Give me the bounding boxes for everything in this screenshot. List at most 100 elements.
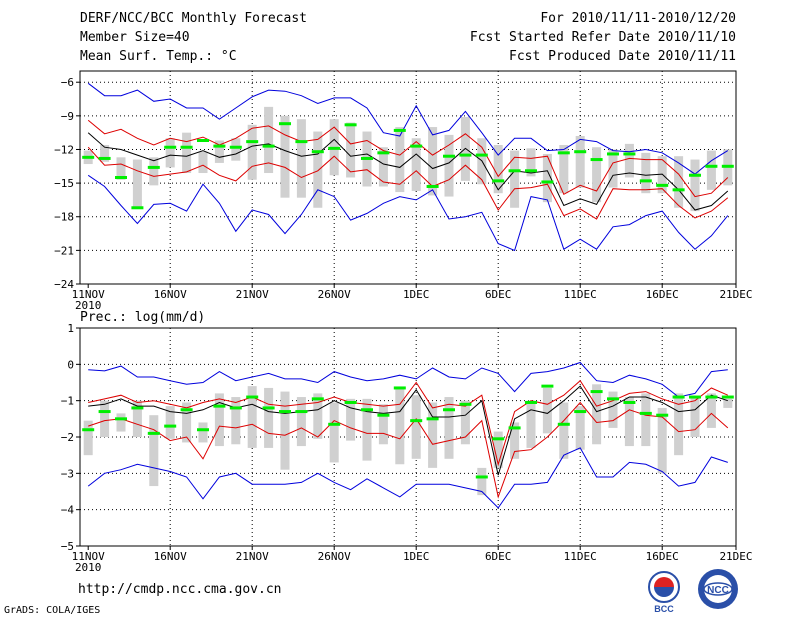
temp-min-line bbox=[87, 174, 729, 252]
temp-ytick-label: −9 bbox=[61, 110, 74, 123]
bcc-logo: BCC bbox=[648, 571, 680, 614]
prec-median-mark bbox=[377, 413, 390, 417]
temp-box bbox=[411, 138, 421, 191]
prec-median-mark bbox=[492, 437, 505, 441]
prec-median-mark bbox=[213, 404, 226, 408]
prec-median-mark bbox=[164, 424, 177, 428]
temp-median-mark bbox=[98, 156, 111, 160]
temp-median-mark bbox=[623, 152, 636, 156]
temp-xtick-label: 21DEC bbox=[719, 288, 752, 301]
temp-xtick-label: 16DEC bbox=[646, 288, 679, 301]
temp-box bbox=[378, 147, 388, 187]
prec-box bbox=[116, 413, 126, 432]
prec-median-mark bbox=[639, 411, 652, 415]
temp-median-mark bbox=[607, 152, 619, 156]
prec-box bbox=[231, 397, 241, 445]
prec-ytick-label: −5 bbox=[61, 540, 74, 553]
prec-median-mark bbox=[98, 410, 111, 414]
prec-median-mark bbox=[623, 400, 636, 404]
prec-box bbox=[132, 400, 142, 437]
temp-xtick-label: 6DEC bbox=[485, 288, 512, 301]
temp-box bbox=[444, 134, 454, 197]
temp-box bbox=[182, 132, 192, 174]
prec-box bbox=[247, 386, 257, 448]
prec-median-mark bbox=[656, 413, 669, 417]
temp-upper-sd-line bbox=[87, 119, 729, 198]
temp-median-mark bbox=[147, 165, 160, 169]
prec-box bbox=[444, 397, 454, 459]
temp-median-mark bbox=[541, 180, 554, 184]
temp-box bbox=[428, 127, 438, 196]
prec-box bbox=[674, 393, 684, 456]
prec-xtick-label: 16NOV bbox=[154, 550, 187, 563]
prec-xtick-label: 6DEC bbox=[485, 550, 512, 563]
temp-box bbox=[493, 144, 503, 194]
temp-box bbox=[100, 144, 110, 162]
temp-box bbox=[641, 152, 651, 194]
bcc-logo-text: BCC bbox=[654, 604, 674, 614]
temp-box bbox=[313, 131, 323, 208]
temp-box bbox=[559, 144, 569, 194]
temp-median-mark bbox=[590, 158, 603, 162]
temp-median-mark bbox=[393, 128, 406, 132]
temp-box bbox=[624, 143, 634, 178]
temp-box bbox=[690, 159, 700, 212]
prec-box bbox=[149, 415, 159, 487]
prec-box bbox=[526, 400, 536, 448]
prec-median-mark bbox=[705, 395, 718, 399]
prec-median-mark bbox=[525, 400, 537, 404]
ncc-logo-text: NCC bbox=[707, 585, 729, 596]
prec-median-mark bbox=[295, 410, 308, 414]
variable-label: Mean Surf. Temp.: °C bbox=[80, 49, 237, 64]
prec-xtick-label: 1DEC bbox=[403, 550, 430, 563]
prec-median-mark bbox=[328, 422, 341, 426]
temp-xtick-label: 11NOV bbox=[72, 288, 105, 301]
temp-ytick-label: −12 bbox=[54, 143, 74, 156]
prec-median-mark bbox=[443, 408, 455, 412]
prec-median-mark bbox=[115, 417, 127, 421]
temp-box bbox=[526, 148, 536, 177]
temp-box bbox=[592, 147, 602, 203]
prec-box bbox=[575, 406, 585, 450]
prec-year-label: 2010 bbox=[75, 561, 102, 574]
prec-xtick-label: 26NOV bbox=[318, 550, 351, 563]
temp-median-mark bbox=[689, 173, 701, 177]
temp-box bbox=[395, 127, 405, 193]
temp-ytick-label: −6 bbox=[61, 76, 74, 89]
prec-median-mark bbox=[262, 406, 275, 410]
prec-box bbox=[608, 391, 618, 428]
temp-xtick-label: 21NOV bbox=[236, 288, 269, 301]
prec-median-mark bbox=[361, 408, 373, 412]
prec-box bbox=[690, 397, 700, 437]
prec-median-mark bbox=[672, 395, 685, 399]
prec-median-mark bbox=[197, 428, 209, 432]
prec-box bbox=[100, 400, 110, 437]
prec-median-mark bbox=[344, 400, 357, 404]
temp-box bbox=[542, 153, 552, 203]
temp-box bbox=[510, 150, 520, 208]
prec-median-mark bbox=[607, 397, 619, 401]
temp-box bbox=[116, 157, 126, 180]
prec-box bbox=[657, 407, 667, 474]
prec-box bbox=[510, 422, 520, 459]
temp-max-line bbox=[87, 82, 729, 175]
prec-median-mark bbox=[557, 422, 570, 426]
temp-median-mark bbox=[213, 144, 226, 148]
prec-median-mark bbox=[590, 390, 603, 394]
temp-box bbox=[280, 115, 290, 198]
source-url[interactable]: http://cmdp.ncc.cma.gov.cn bbox=[78, 582, 282, 597]
temp-box bbox=[165, 138, 175, 168]
prec-xtick-label: 21NOV bbox=[236, 550, 269, 563]
prec-median-mark bbox=[131, 406, 144, 410]
prec-box bbox=[313, 393, 323, 439]
temp-frame bbox=[79, 70, 737, 285]
temp-median-mark bbox=[639, 179, 652, 183]
prec-box bbox=[723, 398, 733, 408]
prec-box bbox=[395, 387, 405, 465]
prec-ytick-label: −4 bbox=[61, 504, 75, 517]
temp-median-mark bbox=[295, 140, 308, 144]
prec-box bbox=[641, 393, 651, 447]
prec-median-mark bbox=[311, 397, 324, 401]
temp-median-mark bbox=[115, 176, 127, 179]
